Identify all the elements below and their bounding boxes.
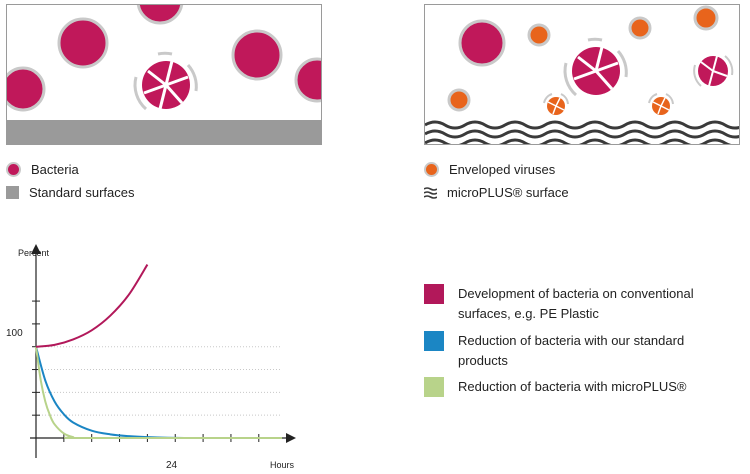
legend-bacteria: Bacteria xyxy=(6,162,79,177)
chart-legend-conventional: Development of bacteria on conventional … xyxy=(424,284,728,324)
microplus-surface-illustration xyxy=(425,5,739,144)
legend-microplus-surface: microPLUS® surface xyxy=(423,185,569,200)
bursting-bacteria-cell xyxy=(133,51,198,111)
microplus-surface-panel xyxy=(424,4,740,145)
x-tick-label-24: 24 xyxy=(166,460,178,471)
legend-standard-surfaces-label: Standard surfaces xyxy=(29,185,135,200)
legend-enveloped-viruses: Enveloped viruses xyxy=(424,162,555,177)
y-axis-arrow xyxy=(31,244,41,254)
chart-gridlines xyxy=(36,346,282,416)
legend-bacteria-label: Bacteria xyxy=(31,162,79,177)
conventional-swatch-icon xyxy=(424,284,444,304)
standard-surface-illustration xyxy=(7,5,321,144)
virus-particle xyxy=(447,88,471,112)
bacteria-dot-icon xyxy=(6,162,21,177)
virus-particle xyxy=(527,23,551,47)
chart-legend-conventional-label: Development of bacteria on conventional … xyxy=(458,286,694,321)
bacteria-percent-chart: Percent Hours 100 24 xyxy=(6,244,296,471)
bursting-bacteria-cell xyxy=(563,37,628,97)
bacteria-cell xyxy=(294,57,321,103)
standard-surface-panel xyxy=(6,4,322,145)
bursting-virus-particle xyxy=(648,93,674,115)
chart-axes xyxy=(30,244,296,458)
bursting-virus-particle xyxy=(543,93,569,115)
legend-microplus-surface-label: microPLUS® surface xyxy=(447,185,569,200)
bacteria-cell xyxy=(57,17,109,69)
chart-legend-microplus-label: Reduction of bacteria with microPLUS® xyxy=(458,379,687,394)
standard-surface-swatch-icon xyxy=(6,186,19,199)
chart-legend-microplus: Reduction of bacteria with microPLUS® xyxy=(424,377,728,397)
legend-enveloped-viruses-label: Enveloped viruses xyxy=(449,162,556,177)
virus-particle xyxy=(628,16,652,40)
x-axis-arrow xyxy=(286,433,296,443)
virus-particle xyxy=(693,5,719,31)
standard-surface-bar xyxy=(7,120,321,144)
conventional-series-line xyxy=(35,264,149,348)
virus-dot-icon xyxy=(424,162,439,177)
chart-axis-ticks xyxy=(32,300,260,442)
bacteria-cell xyxy=(231,29,283,81)
y-tick-label-100: 100 xyxy=(6,328,23,339)
bursting-bacteria-cell xyxy=(693,55,734,87)
chart-legend-standard-products-label: Reduction of bacteria with our standard … xyxy=(458,333,685,368)
wave-surface-swatch-icon xyxy=(423,186,438,199)
bacteria-cell xyxy=(7,66,46,112)
chart-legend-standard-products: Reduction of bacteria with our standard … xyxy=(424,331,728,371)
microplus-swatch-icon xyxy=(424,377,444,397)
standard-products-swatch-icon xyxy=(424,331,444,351)
bacteria-cell xyxy=(458,19,506,67)
bacteria-cell xyxy=(136,5,184,25)
legend-standard-surfaces: Standard surfaces xyxy=(6,185,135,200)
wave-surface xyxy=(425,120,739,144)
microplus-series-line xyxy=(35,346,283,440)
chart-series-lines xyxy=(35,264,283,440)
x-axis-label: Hours xyxy=(270,460,295,470)
